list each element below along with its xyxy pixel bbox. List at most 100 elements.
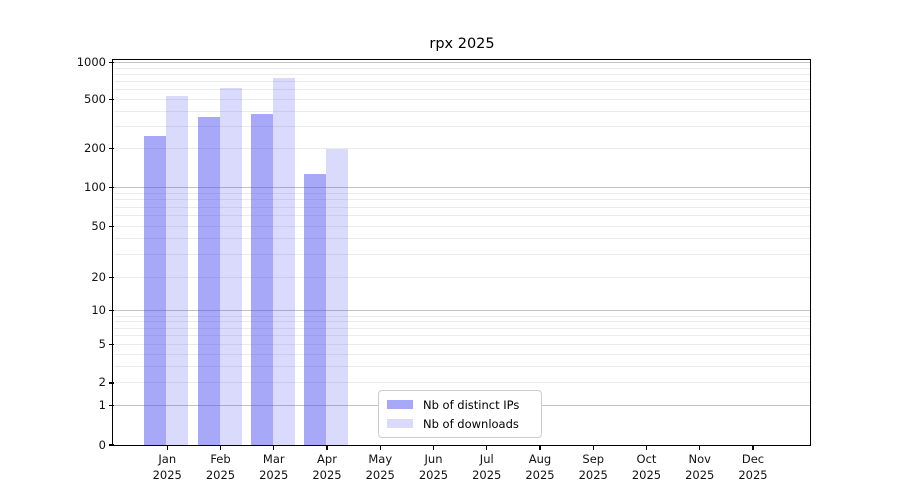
- x-tick: [486, 445, 488, 450]
- y-tick: [109, 98, 114, 101]
- bar-downloads: [326, 149, 348, 445]
- y-tick-label: 5: [98, 337, 106, 352]
- legend-swatch-distinct-ips-icon: [387, 400, 413, 409]
- y-gridline-major: [114, 62, 810, 64]
- x-tick-month: Apr: [317, 452, 337, 466]
- y-gridline-minor: [114, 206, 810, 208]
- plot-area: [114, 61, 810, 445]
- y-gridline-minor: [114, 315, 810, 317]
- x-tick: [166, 445, 168, 450]
- x-tick-month: Sep: [582, 452, 605, 466]
- y-gridline-minor: [114, 89, 810, 91]
- x-tick-label: Oct 2025: [620, 452, 674, 483]
- y-gridline-minor: [114, 353, 810, 355]
- bar-distinct-ips: [304, 174, 326, 445]
- bar-distinct-ips: [144, 136, 167, 445]
- y-gridline-minor: [114, 126, 810, 128]
- y-tick-label: 1: [98, 397, 106, 412]
- x-tick: [219, 445, 222, 450]
- legend: Nb of distinct IPs Nb of downloads: [378, 390, 542, 438]
- y-tick-label: 500: [84, 92, 106, 107]
- y-tick-label: 200: [84, 141, 106, 156]
- x-tick-month: Jun: [424, 452, 443, 466]
- x-tick-label: Feb 2025: [194, 452, 248, 483]
- x-tick: [379, 445, 381, 450]
- y-gridline-major: [114, 310, 810, 312]
- x-tick-year: 2025: [578, 467, 608, 482]
- x-tick-year: 2025: [152, 467, 182, 482]
- y-tick: [109, 147, 114, 150]
- x-tick: [645, 445, 648, 450]
- y-gridline-minor: [114, 199, 810, 201]
- y-tick-label: 50: [91, 218, 106, 233]
- bar-distinct-ips: [250, 113, 273, 445]
- y-gridline-minor: [114, 238, 810, 240]
- y-tick: [109, 404, 114, 407]
- x-tick-year: 2025: [312, 467, 342, 482]
- bar-downloads: [272, 78, 295, 445]
- x-tick: [273, 445, 275, 450]
- bar-distinct-ips: [197, 116, 220, 445]
- bar-downloads: [219, 87, 242, 445]
- x-tick-year: 2025: [631, 467, 662, 482]
- y-gridline-minor: [114, 215, 810, 217]
- y-gridline-minor: [114, 254, 810, 256]
- x-tick-month: Feb: [210, 452, 231, 466]
- y-tick-label: 1000: [76, 55, 106, 70]
- x-tick: [326, 445, 328, 450]
- y-gridline-major: [114, 186, 810, 188]
- y-gridline-minor: [114, 321, 810, 323]
- x-tick: [539, 445, 541, 450]
- bar-downloads: [166, 96, 189, 445]
- x-tick-month: Mar: [262, 452, 285, 466]
- y-tick: [109, 444, 114, 446]
- x-tick-label: Nov 2025: [673, 452, 727, 483]
- legend-item-distinct-ips: Nb of distinct IPs: [387, 395, 533, 414]
- y-gridline-minor: [114, 99, 810, 101]
- x-tick-year: 2025: [472, 467, 502, 482]
- x-tick: [699, 445, 701, 450]
- y-gridline-minor: [114, 327, 810, 329]
- y-gridline-minor: [114, 277, 810, 279]
- y-gridline-minor: [114, 382, 810, 384]
- x-tick: [432, 445, 435, 450]
- x-tick-year: 2025: [685, 467, 715, 482]
- y-tick: [109, 344, 114, 346]
- y-gridline-minor: [114, 111, 810, 112]
- x-tick-year: 2025: [525, 467, 555, 482]
- legend-swatch-downloads-icon: [387, 419, 413, 428]
- x-tick-year: 2025: [205, 467, 236, 482]
- legend-label-distinct-ips: Nb of distinct IPs: [423, 397, 520, 412]
- x-tick-month: May: [368, 452, 393, 466]
- y-gridline-minor: [114, 81, 810, 83]
- x-tick-month: Jul: [479, 452, 494, 466]
- y-tick: [109, 186, 114, 188]
- y-tick: [109, 382, 114, 384]
- y-tick-label: 0: [98, 437, 106, 452]
- y-gridline-minor: [114, 225, 810, 227]
- x-tick-label: Mar 2025: [247, 452, 301, 483]
- x-tick-month: Aug: [528, 452, 552, 466]
- x-tick-year: 2025: [418, 467, 449, 482]
- x-tick-label: Jul 2025: [460, 452, 514, 483]
- x-tick-label: Jun 2025: [407, 452, 461, 483]
- y-gridline-minor: [114, 192, 810, 194]
- x-tick-month: Oct: [636, 452, 657, 466]
- x-tick-label: Apr 2025: [300, 452, 354, 483]
- x-tick-year: 2025: [365, 467, 395, 482]
- y-tick: [109, 310, 114, 312]
- y-tick: [109, 61, 114, 64]
- y-gridline-minor: [114, 335, 810, 337]
- x-tick-label: Aug 2025: [513, 452, 567, 483]
- legend-label-downloads: Nb of downloads: [423, 416, 519, 431]
- y-tick-label: 100: [84, 179, 106, 194]
- x-tick-month: Jan: [158, 452, 177, 466]
- x-tick-year: 2025: [259, 467, 289, 482]
- y-tick-label: 2: [98, 375, 106, 390]
- y-gridline-minor: [114, 73, 810, 75]
- x-tick-label: Sep 2025: [566, 452, 620, 483]
- y-tick-label: 20: [91, 270, 106, 285]
- x-tick-label: Dec 2025: [726, 452, 780, 483]
- x-tick-month: Nov: [688, 452, 711, 466]
